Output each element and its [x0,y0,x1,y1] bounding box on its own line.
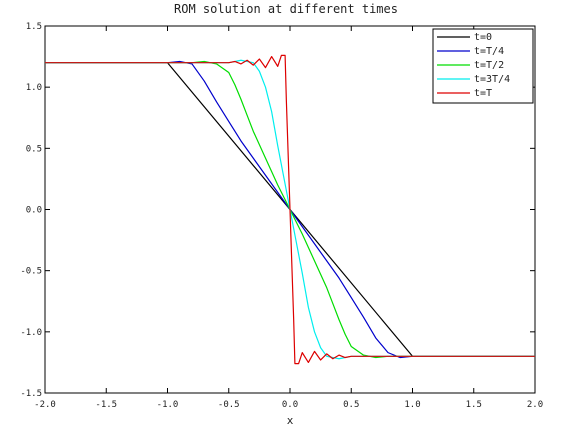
y-tick-label: 0.0 [26,206,42,216]
legend-entry-label: t=0 [474,32,492,43]
x-tick-label: -1.0 [157,400,179,410]
legend-entry-label: t=T/2 [474,60,504,71]
legend: t=0 t=T/4 t=T/2 t=3T/4 t=T [432,28,534,104]
y-axis-ticks: 1.5 1.0 0.5 0.0 -0.5 -1.0 -1.5 [20,22,535,399]
x-tick-label: -1.5 [95,400,117,410]
legend-entry-label: t=T [474,88,492,99]
x-tick-label: 2.0 [527,400,543,410]
x-tick-label: -0.5 [218,400,240,410]
x-tick-label: 1.0 [404,400,420,410]
chart-title: ROM solution at different times [174,2,398,16]
y-tick-label: 1.0 [26,83,42,93]
x-tick-label: 0.5 [343,400,359,410]
y-tick-label: 1.5 [26,22,42,32]
y-tick-label: -0.5 [20,267,42,277]
series-lines [45,54,535,365]
y-tick-label: 0.5 [26,144,42,154]
y-tick-label: -1.0 [20,328,42,338]
x-axis-label: x [287,414,294,427]
series-line-t=T [45,54,535,365]
y-tick-label: -1.5 [20,389,42,399]
legend-entry-label: t=3T/4 [474,74,510,85]
x-tick-label: -2.0 [34,400,56,410]
x-tick-label: 0.0 [282,400,298,410]
legend-entry-label: t=T/4 [474,46,504,57]
legend-box [432,28,534,104]
x-axis-ticks: -2.0 -1.5 -1.0 -0.5 0.0 0.5 1.0 1.5 2.0 [34,26,543,410]
x-tick-label: 1.5 [466,400,482,410]
